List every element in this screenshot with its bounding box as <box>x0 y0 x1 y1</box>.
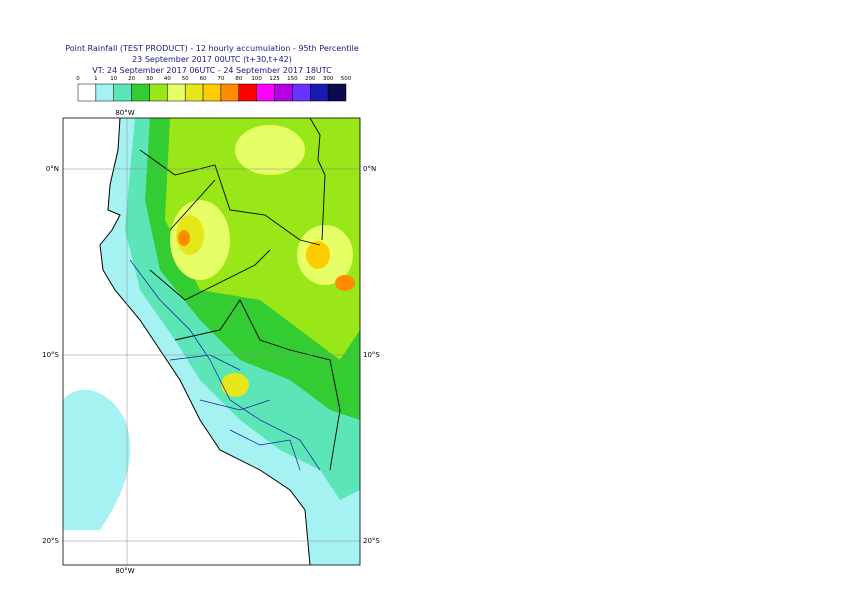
legend-label: 100 <box>251 76 262 82</box>
legend-swatch <box>256 83 275 102</box>
legend-swatch <box>220 83 240 102</box>
map-frame <box>62 117 361 566</box>
legend: 0 1 10 20 30 40 50 60 70 80 100 125 150 200 300 500 <box>76 76 352 102</box>
legend-label: 1 <box>94 76 98 82</box>
lat-label: 10°S <box>42 351 59 359</box>
legend-swatch <box>131 83 150 102</box>
lon-label: 80°W <box>115 109 134 117</box>
legend-label: 70 <box>217 76 224 82</box>
legend-swatch <box>184 83 204 102</box>
base-time: 23 September 2017 00UTC (t+30,t+42) <box>132 55 292 64</box>
legend-label: 150 <box>287 76 298 82</box>
legend-swatch <box>274 83 293 102</box>
legend-swatch <box>95 83 114 102</box>
legend-label: 200 <box>305 76 316 82</box>
offshore-rain <box>63 389 131 530</box>
legend-label: 300 <box>323 76 334 82</box>
legend-swatch <box>149 83 168 102</box>
legend-swatch <box>238 83 257 102</box>
lat-label: 10°S <box>363 351 380 359</box>
rain-cell <box>235 125 305 175</box>
valid-time: VT: 24 September 2017 06UTC - 24 Septemb… <box>92 66 332 75</box>
legend-label: 500 <box>341 76 352 82</box>
borders <box>139 118 341 471</box>
legend-label: 40 <box>164 76 171 82</box>
legend-swatch <box>77 83 97 102</box>
legend-swatch <box>113 83 132 102</box>
legend-swatch <box>292 83 311 102</box>
legend-swatch <box>327 83 347 102</box>
legend-label: 60 <box>200 76 207 82</box>
rain-cell <box>306 241 330 269</box>
legend-label: 125 <box>269 76 280 82</box>
title: Point Rainfall (TEST PRODUCT) - 12 hourl… <box>65 44 359 53</box>
rain-cell <box>221 373 249 397</box>
legend-swatch <box>202 83 222 102</box>
rain-cell <box>178 230 190 246</box>
coastline <box>99 118 311 565</box>
legend-swatch <box>310 83 329 102</box>
lat-label: 0°N <box>363 165 376 173</box>
legend-label: 80 <box>235 76 242 82</box>
legend-swatch <box>167 83 186 102</box>
rain-cell <box>335 275 355 291</box>
legend-label: 50 <box>182 76 189 82</box>
legend-label: 10 <box>110 76 117 82</box>
map <box>63 118 360 565</box>
legend-label: 20 <box>128 76 135 82</box>
legend-label: 0 <box>76 76 80 82</box>
lat-label: 20°S <box>42 537 59 545</box>
lat-label: 20°S <box>363 537 380 545</box>
lat-label: 0°N <box>46 165 59 173</box>
legend-label: 30 <box>146 76 153 82</box>
lon-label: 80°W <box>115 567 134 575</box>
